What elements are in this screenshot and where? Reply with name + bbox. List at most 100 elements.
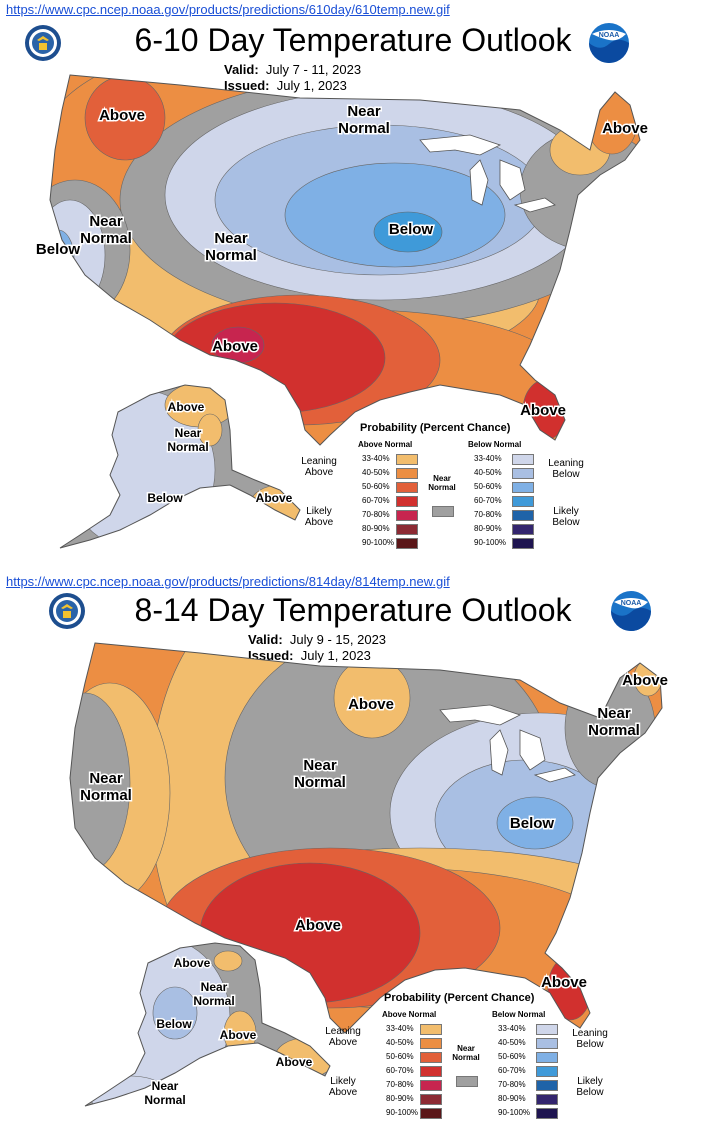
legend-swatch xyxy=(420,1094,442,1105)
label-near-normal-center: Near Normal xyxy=(294,757,346,791)
legend-swatch xyxy=(420,1052,442,1063)
legend-range-label: 50-60% xyxy=(474,482,502,491)
legend-swatch xyxy=(396,510,418,521)
label-near-normal-north: Near Normal xyxy=(338,103,390,137)
legend-range-label: 80-90% xyxy=(386,1094,414,1103)
legend-swatch xyxy=(512,482,534,493)
legend-range-label: 70-80% xyxy=(362,510,390,519)
legend-title: Probability (Percent Chance) xyxy=(384,992,535,1004)
source-link[interactable]: https://www.cpc.ncep.noaa.gov/products/p… xyxy=(6,574,450,589)
legend-row-below: 70-80% xyxy=(498,1080,568,1091)
legend-row-above: 33-40% xyxy=(386,1024,456,1035)
legend-swatch xyxy=(512,454,534,465)
legend-swatch xyxy=(396,468,418,479)
legend-likely-below: Likely Below xyxy=(552,506,580,528)
legend-range-label: 70-80% xyxy=(386,1080,414,1089)
legend-swatch xyxy=(420,1080,442,1091)
issued-value: July 1, 2023 xyxy=(300,648,371,663)
label-near-normal-center: Near Normal xyxy=(205,230,257,264)
noaa-logo-icon: NOAA xyxy=(611,591,651,631)
valid-label: Valid: xyxy=(224,62,259,77)
legend-range-label: 80-90% xyxy=(362,524,390,533)
legend-likely-below: Likely Below xyxy=(576,1076,604,1098)
legend-range-label: 70-80% xyxy=(498,1080,526,1089)
label-above-ne: Above xyxy=(622,672,668,689)
legend-leaning-above: Leaning Above xyxy=(325,1026,361,1048)
label-above-ne: Above xyxy=(602,120,648,137)
legend-row-above: 80-90% xyxy=(386,1094,456,1105)
legend-row-below: 33-40% xyxy=(474,454,544,465)
legend-swatch xyxy=(536,1080,558,1091)
alaska-outline xyxy=(84,942,331,1107)
label-below-center: Below xyxy=(389,221,434,238)
label-ak-near-normal: Near Normal xyxy=(193,980,234,1008)
legend-above-head: Above Normal xyxy=(382,1010,437,1019)
legend-row-below: 40-50% xyxy=(498,1038,568,1049)
legend-title: Probability (Percent Chance) xyxy=(360,422,511,434)
svg-text:NOAA: NOAA xyxy=(599,32,620,39)
label-ak-above-s: Above xyxy=(220,1028,257,1042)
legend-row-above: 90-100% xyxy=(386,1108,456,1119)
alaska-outline xyxy=(59,384,301,549)
legend-swatch xyxy=(512,510,534,521)
legend-row-below: 80-90% xyxy=(498,1094,568,1105)
legend-row-below: 50-60% xyxy=(498,1052,568,1063)
legend-range-label: 70-80% xyxy=(474,510,502,519)
outlook-panel-8-14: https://www.cpc.ncep.noaa.gov/products/p… xyxy=(0,568,706,1128)
label-ak-above: Above xyxy=(174,956,211,970)
legend-swatch xyxy=(420,1038,442,1049)
legend-range-label: 60-70% xyxy=(474,496,502,505)
issued-label: Issued: xyxy=(224,78,270,93)
label-ak-above-se: Above xyxy=(276,1055,313,1069)
legend-row-above: 40-50% xyxy=(386,1038,456,1049)
doc-seal-icon xyxy=(25,25,61,61)
legend-leaning-below: Leaning Below xyxy=(572,1028,608,1050)
legend-range-label: 40-50% xyxy=(362,468,390,477)
great-lakes xyxy=(419,134,556,213)
legend-swatch xyxy=(536,1038,558,1049)
label-ak-above-se: Above xyxy=(256,491,293,505)
legend-range-label: 50-60% xyxy=(362,482,390,491)
legend-swatch xyxy=(420,1066,442,1077)
legend-range-label: 80-90% xyxy=(498,1094,526,1103)
outlook-map: Above Above Near Normal Near Normal Near No… xyxy=(69,642,669,1109)
legend-above-head: Above Normal xyxy=(358,440,413,449)
legend-row-below: 40-50% xyxy=(474,468,544,479)
legend-near-normal-swatch xyxy=(432,506,454,517)
svg-text:NOAA: NOAA xyxy=(621,600,642,607)
label-above-nw: Above xyxy=(99,107,145,124)
label-above-fl: Above xyxy=(541,974,587,991)
valid-label: Valid: xyxy=(248,632,283,647)
legend-swatch xyxy=(396,482,418,493)
legend-range-label: 90-100% xyxy=(362,538,395,547)
legend-range-label: 60-70% xyxy=(362,496,390,505)
label-below-east: Below xyxy=(510,815,555,832)
legend-row-below: 90-100% xyxy=(474,538,544,549)
legend-row-below: 60-70% xyxy=(498,1066,568,1077)
legend-below-head: Below Normal xyxy=(492,1010,546,1019)
label-above-fl: Above xyxy=(520,402,566,419)
noaa-logo-icon: NOAA xyxy=(589,23,629,63)
legend-row-above: 50-60% xyxy=(362,482,432,493)
label-ak-below: Below xyxy=(156,1017,192,1031)
source-link[interactable]: https://www.cpc.ncep.noaa.gov/products/p… xyxy=(6,2,450,17)
legend-range-label: 60-70% xyxy=(498,1066,526,1075)
legend-swatch xyxy=(536,1108,558,1119)
great-lakes xyxy=(439,704,576,783)
legend-row-above: 33-40% xyxy=(362,454,432,465)
issued-row: Issued: July 1, 2023 xyxy=(224,78,347,94)
label-below-west: Below xyxy=(36,241,81,258)
legend-row-above: 80-90% xyxy=(362,524,432,535)
legend-leaning-above: Leaning Above xyxy=(301,456,337,478)
label-near-normal-ne: Near Normal xyxy=(588,705,640,739)
conus-outline xyxy=(49,74,641,446)
legend-row-above: 90-100% xyxy=(362,538,432,549)
legend-range-label: 80-90% xyxy=(474,524,502,533)
valid-row: Valid: July 7 - 11, 2023 xyxy=(224,62,361,78)
legend-row-below: 60-70% xyxy=(474,496,544,507)
legend-range-label: 33-40% xyxy=(362,454,390,463)
legend-row-above: 40-50% xyxy=(362,468,432,479)
legend-row-above: 60-70% xyxy=(362,496,432,507)
legend-range-label: 33-40% xyxy=(474,454,502,463)
legend-row-above: 60-70% xyxy=(386,1066,456,1077)
